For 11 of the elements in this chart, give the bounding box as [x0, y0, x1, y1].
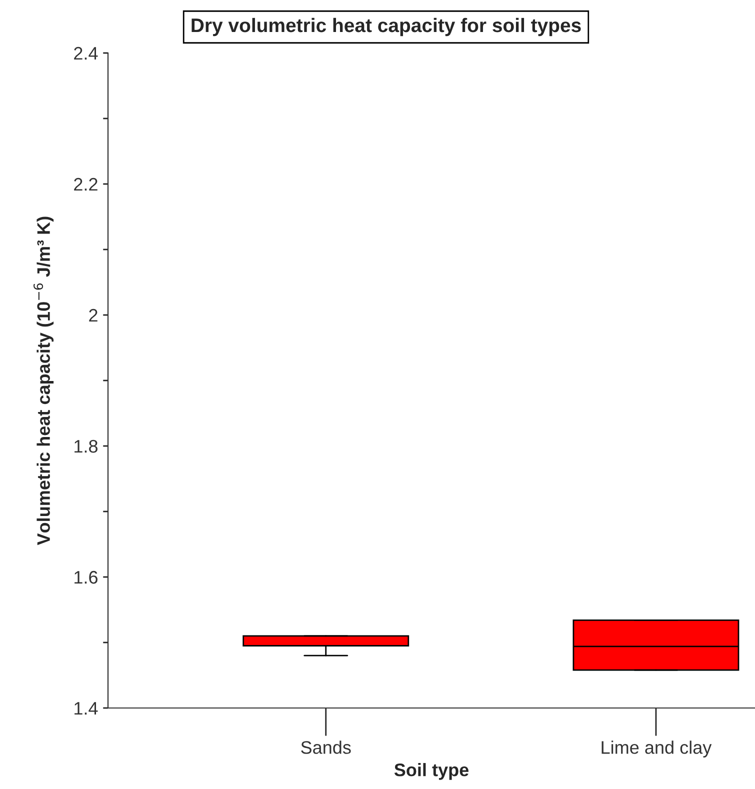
y-tick-label: 2.4 — [74, 46, 98, 60]
x-tick-label: Lime and clay — [602, 740, 712, 758]
y-tick-label: 1.6 — [74, 570, 98, 584]
chart-title: Dry volumetric heat capacity for soil types — [192, 18, 581, 36]
x-tick-label: Sands — [301, 740, 351, 754]
y-axis-title: Volumetric heat capacity (10$^{−6}$ J/m³ K) — [34, 216, 54, 546]
x-axis-title: Soil type — [394, 763, 469, 780]
y-tick-label: 2 — [89, 308, 98, 322]
y-tick-label: 1.8 — [74, 440, 98, 453]
y-tick-label: 2.2 — [74, 178, 98, 191]
y-tick-label: 1.4 — [74, 702, 98, 715]
